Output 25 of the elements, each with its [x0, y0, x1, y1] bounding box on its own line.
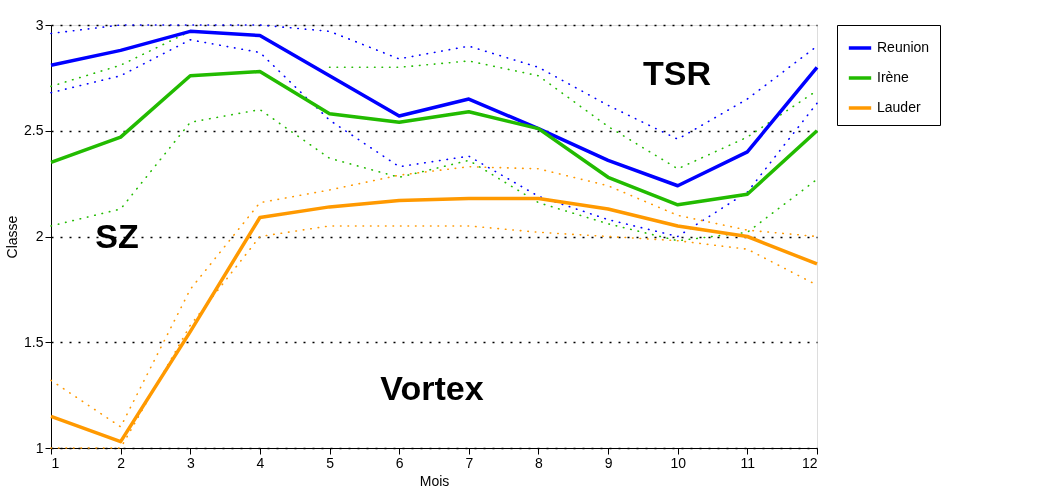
y-tick-label: 3 [35, 16, 44, 33]
x-tick-label: 12 [801, 454, 818, 471]
x-tick-label: 11 [740, 454, 756, 471]
y-axis-title: Classe [4, 215, 21, 259]
y-tick-label: 2 [35, 228, 44, 244]
x-tick-label: 8 [535, 454, 544, 471]
annotation: Vortex [380, 369, 484, 407]
annotation: TSR [643, 54, 711, 92]
legend-label: Lauder [877, 99, 921, 115]
x-tick-label: 9 [604, 454, 613, 471]
y-tick-label: 2.5 [24, 122, 44, 139]
annotation: SZ [95, 217, 139, 255]
x-tick-label: 5 [326, 454, 335, 471]
legend-label: Irène [877, 69, 910, 85]
y-tick-label: 1 [35, 439, 44, 456]
x-axis-title: Mois [419, 472, 450, 489]
x-tick-label: 7 [465, 454, 474, 471]
x-tick-label: 6 [395, 454, 404, 471]
x-tick-label: 4 [256, 454, 265, 471]
y-tick-label: 1.5 [24, 333, 44, 350]
x-tick-label: 10 [670, 454, 687, 471]
x-tick-label: 3 [186, 454, 195, 471]
x-tick-label: 2 [117, 454, 126, 471]
x-tick-label: 1 [51, 454, 60, 471]
legend-label: Reunion [877, 39, 930, 55]
